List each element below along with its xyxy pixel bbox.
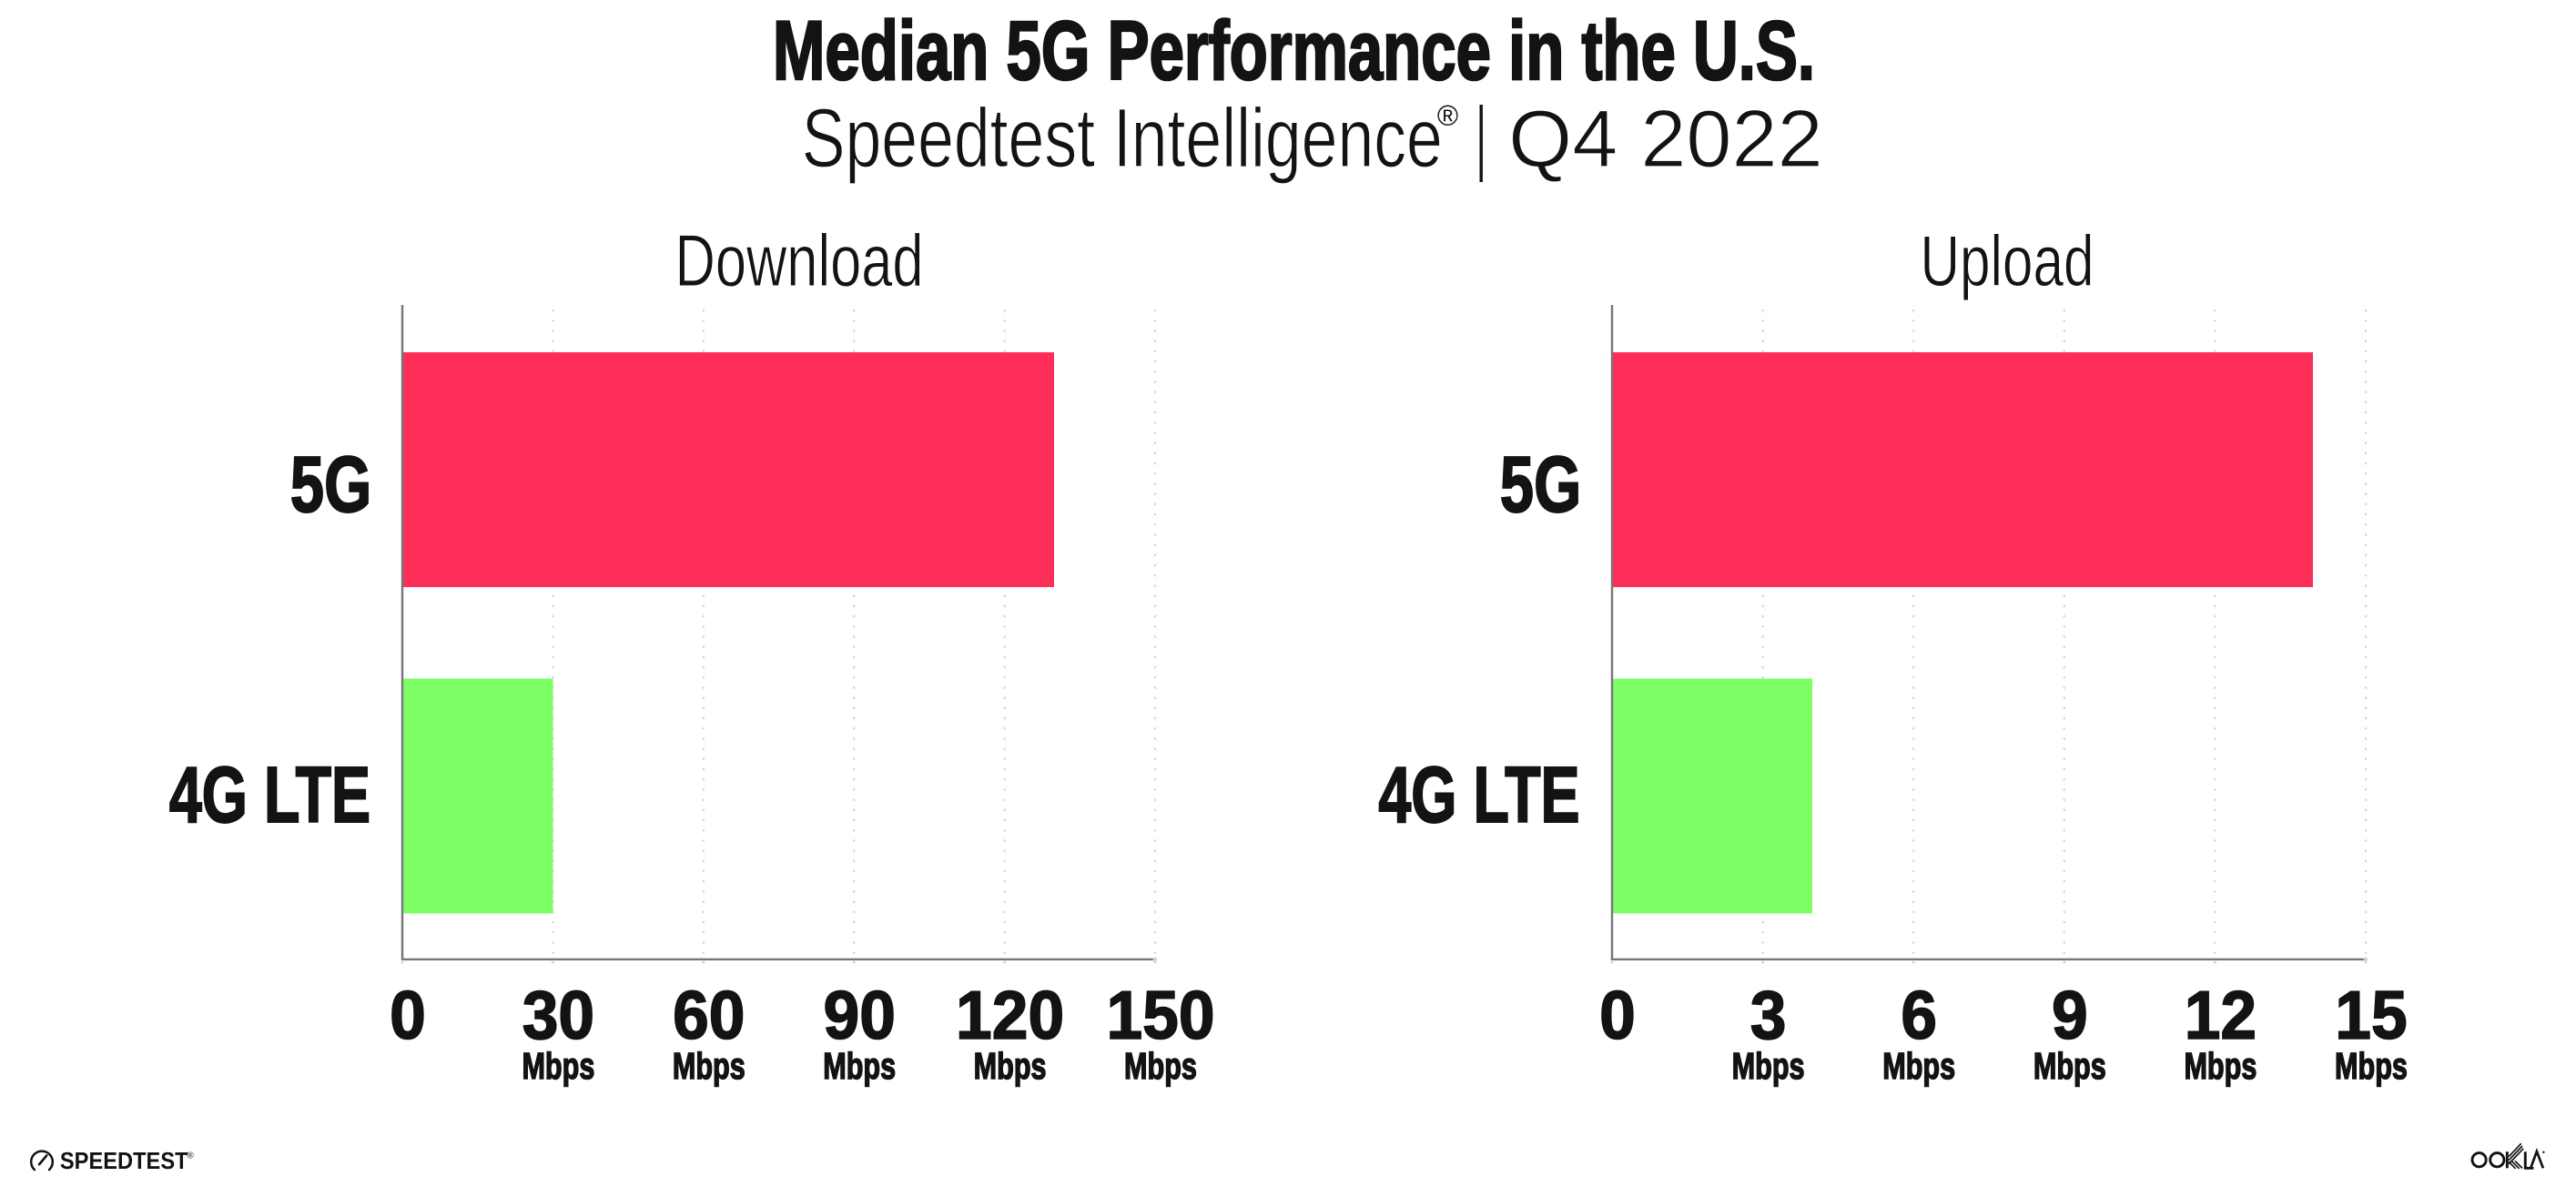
svg-text:5G: 5G [1500,441,1582,529]
svg-text:0: 0 [390,977,426,1053]
svg-text:5G: 5G [290,441,372,529]
svg-text:30: 30 [522,977,594,1053]
svg-text:9: 9 [2052,977,2088,1053]
svg-text:Mbps: Mbps [1732,1045,1805,1087]
svg-text:Speedtest Intelligence: Speedtest Intelligence [802,92,1443,185]
svg-text:SPEEDTEST: SPEEDTEST [60,1147,188,1174]
svg-text:6: 6 [1901,977,1937,1053]
svg-text:®: ® [1437,99,1458,132]
svg-text:Mbps: Mbps [1124,1045,1197,1087]
svg-text:150: 150 [1106,977,1214,1053]
svg-text:4G LTE: 4G LTE [169,751,370,839]
svg-text:®: ® [187,1151,194,1161]
svg-text:Mbps: Mbps [2184,1045,2257,1087]
svg-text:3: 3 [1750,977,1787,1053]
svg-text:Q4 2022: Q4 2022 [1508,93,1823,184]
svg-text:Mbps: Mbps [522,1045,594,1087]
svg-text:Mbps: Mbps [673,1045,745,1087]
svg-text:Upload: Upload [1921,220,2094,301]
svg-text:Mbps: Mbps [2033,1045,2106,1087]
svg-text:90: 90 [824,977,896,1053]
svg-text:120: 120 [956,977,1064,1053]
svg-text:Median 5G Performance in the U: Median 5G Performance in the U.S. [773,5,1815,97]
svg-text:Mbps: Mbps [1882,1045,1955,1087]
svg-text:60: 60 [673,977,745,1053]
svg-text:Mbps: Mbps [2335,1045,2408,1087]
svg-text:0: 0 [1599,977,1636,1053]
svg-text:4G LTE: 4G LTE [1378,751,1579,839]
svg-text:Mbps: Mbps [823,1045,896,1087]
svg-text:Download: Download [675,220,924,302]
svg-text:12: 12 [2185,977,2257,1053]
svg-text:15: 15 [2335,977,2407,1053]
svg-text:Mbps: Mbps [974,1045,1047,1087]
